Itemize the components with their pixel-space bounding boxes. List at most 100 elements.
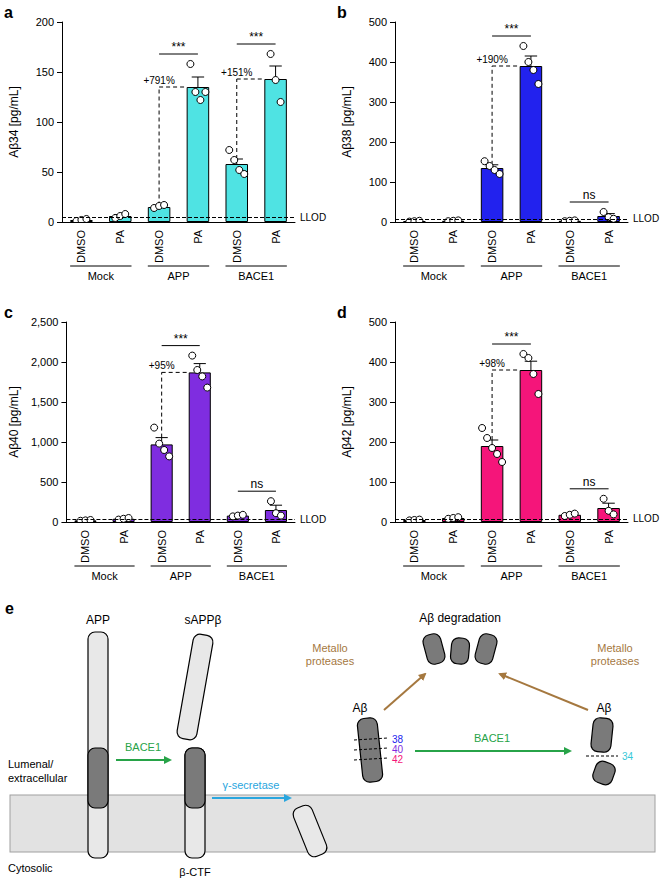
svg-text:BACE1: BACE1 — [571, 270, 607, 282]
svg-text:β-CTF: β-CTF — [179, 866, 211, 878]
svg-text:+190%: +190% — [476, 54, 508, 65]
svg-text:PA: PA — [192, 229, 204, 244]
svg-text:1,000: 1,000 — [31, 436, 59, 448]
svg-text:Metallo: Metallo — [597, 642, 632, 654]
svg-text:BACE1: BACE1 — [239, 570, 275, 582]
svg-text:BACE1: BACE1 — [571, 570, 607, 582]
svg-text:500: 500 — [369, 316, 387, 328]
svg-text:Mock: Mock — [91, 570, 118, 582]
svg-text:PA: PA — [603, 529, 615, 544]
svg-text:Mock: Mock — [88, 270, 115, 282]
svg-text:LLOD: LLOD — [300, 514, 326, 525]
svg-text:LLOD: LLOD — [633, 213, 659, 224]
svg-text:Aβ degradation: Aβ degradation — [419, 611, 501, 625]
svg-text:+98%: +98% — [479, 358, 505, 369]
svg-text:ns: ns — [251, 477, 264, 491]
svg-text:sAPPβ: sAPPβ — [185, 613, 222, 627]
svg-text:PA: PA — [118, 529, 130, 544]
svg-text:APP: APP — [86, 613, 110, 627]
svg-text:0: 0 — [52, 516, 58, 528]
svg-text:PA: PA — [525, 529, 537, 544]
svg-text:APP: APP — [500, 270, 522, 282]
svg-text:PA: PA — [447, 229, 459, 244]
svg-text:APP: APP — [500, 570, 522, 582]
svg-text:2,500: 2,500 — [31, 316, 59, 328]
svg-text:DMSO: DMSO — [232, 530, 244, 563]
svg-text:***: *** — [504, 330, 518, 344]
svg-text:Aβ: Aβ — [353, 701, 368, 715]
svg-text:c: c — [4, 304, 13, 321]
svg-text:Mock: Mock — [421, 570, 448, 582]
svg-text:ns: ns — [583, 475, 596, 489]
svg-text:PA: PA — [603, 229, 615, 244]
svg-text:Aβ34 [pg/mL]: Aβ34 [pg/mL] — [7, 86, 21, 158]
svg-text:150: 150 — [36, 66, 54, 78]
svg-text:200: 200 — [369, 136, 387, 148]
svg-text:DMSO: DMSO — [79, 530, 91, 563]
svg-text:42: 42 — [392, 754, 404, 765]
svg-text:d: d — [337, 304, 347, 321]
svg-text:DMSO: DMSO — [75, 230, 87, 263]
svg-text:DMSO: DMSO — [564, 530, 576, 563]
svg-text:Metallo: Metallo — [312, 642, 347, 654]
svg-text:PA: PA — [270, 529, 282, 544]
svg-text:DMSO: DMSO — [486, 530, 498, 563]
svg-text:DMSO: DMSO — [156, 530, 168, 563]
svg-text:***: *** — [171, 40, 185, 54]
svg-text:b: b — [337, 4, 347, 21]
svg-text:PA: PA — [114, 229, 126, 244]
svg-text:DMSO: DMSO — [231, 230, 243, 263]
svg-text:Aβ40 [pg/mL]: Aβ40 [pg/mL] — [7, 386, 21, 458]
svg-text:proteases: proteases — [591, 655, 640, 667]
svg-text:DMSO: DMSO — [408, 530, 420, 563]
svg-text:100: 100 — [369, 176, 387, 188]
svg-text:+151%: +151% — [221, 67, 253, 78]
svg-text:LLOD: LLOD — [633, 513, 659, 524]
svg-text:PA: PA — [447, 529, 459, 544]
svg-text:Cytosolic: Cytosolic — [8, 862, 53, 874]
svg-text:200: 200 — [369, 436, 387, 448]
svg-text:+791%: +791% — [143, 75, 175, 86]
svg-text:BACE1: BACE1 — [125, 741, 161, 753]
svg-text:1,500: 1,500 — [31, 396, 59, 408]
svg-text:PA: PA — [194, 529, 206, 544]
svg-text:400: 400 — [369, 356, 387, 368]
svg-text:LLOD: LLOD — [300, 212, 326, 223]
svg-text:0: 0 — [381, 516, 387, 528]
svg-text:γ-secretase: γ-secretase — [223, 779, 280, 791]
svg-text:BACE1: BACE1 — [474, 732, 510, 744]
svg-text:+95%: +95% — [149, 360, 175, 371]
svg-text:***: *** — [249, 30, 263, 44]
svg-text:500: 500 — [369, 16, 387, 28]
svg-text:0: 0 — [381, 216, 387, 228]
svg-text:PA: PA — [270, 229, 282, 244]
svg-text:DMSO: DMSO — [153, 230, 165, 263]
svg-text:Aβ38 [pg/mL]: Aβ38 [pg/mL] — [340, 86, 354, 158]
svg-text:Mock: Mock — [421, 270, 448, 282]
svg-text:300: 300 — [369, 96, 387, 108]
svg-text:PA: PA — [525, 229, 537, 244]
svg-text:DMSO: DMSO — [408, 230, 420, 263]
svg-text:400: 400 — [369, 56, 387, 68]
svg-text:50: 50 — [42, 166, 54, 178]
svg-text:Lumenal/: Lumenal/ — [8, 758, 54, 770]
svg-text:500: 500 — [40, 476, 58, 488]
svg-text:***: *** — [504, 22, 518, 36]
svg-text:0: 0 — [48, 216, 54, 228]
svg-text:Aβ: Aβ — [597, 701, 612, 715]
svg-text:100: 100 — [36, 116, 54, 128]
svg-text:BACE1: BACE1 — [238, 270, 274, 282]
svg-text:200: 200 — [36, 16, 54, 28]
svg-text:e: e — [5, 600, 14, 617]
svg-text:Aβ42 [pg/mL]: Aβ42 [pg/mL] — [340, 386, 354, 458]
svg-text:extracellular: extracellular — [8, 772, 68, 784]
svg-text:34: 34 — [622, 751, 634, 762]
svg-text:proteases: proteases — [306, 655, 355, 667]
svg-text:***: *** — [174, 332, 188, 346]
svg-text:300: 300 — [369, 396, 387, 408]
svg-text:100: 100 — [369, 476, 387, 488]
svg-text:APP: APP — [167, 270, 189, 282]
svg-text:2,000: 2,000 — [31, 356, 59, 368]
svg-text:a: a — [4, 4, 13, 21]
svg-text:DMSO: DMSO — [564, 230, 576, 263]
